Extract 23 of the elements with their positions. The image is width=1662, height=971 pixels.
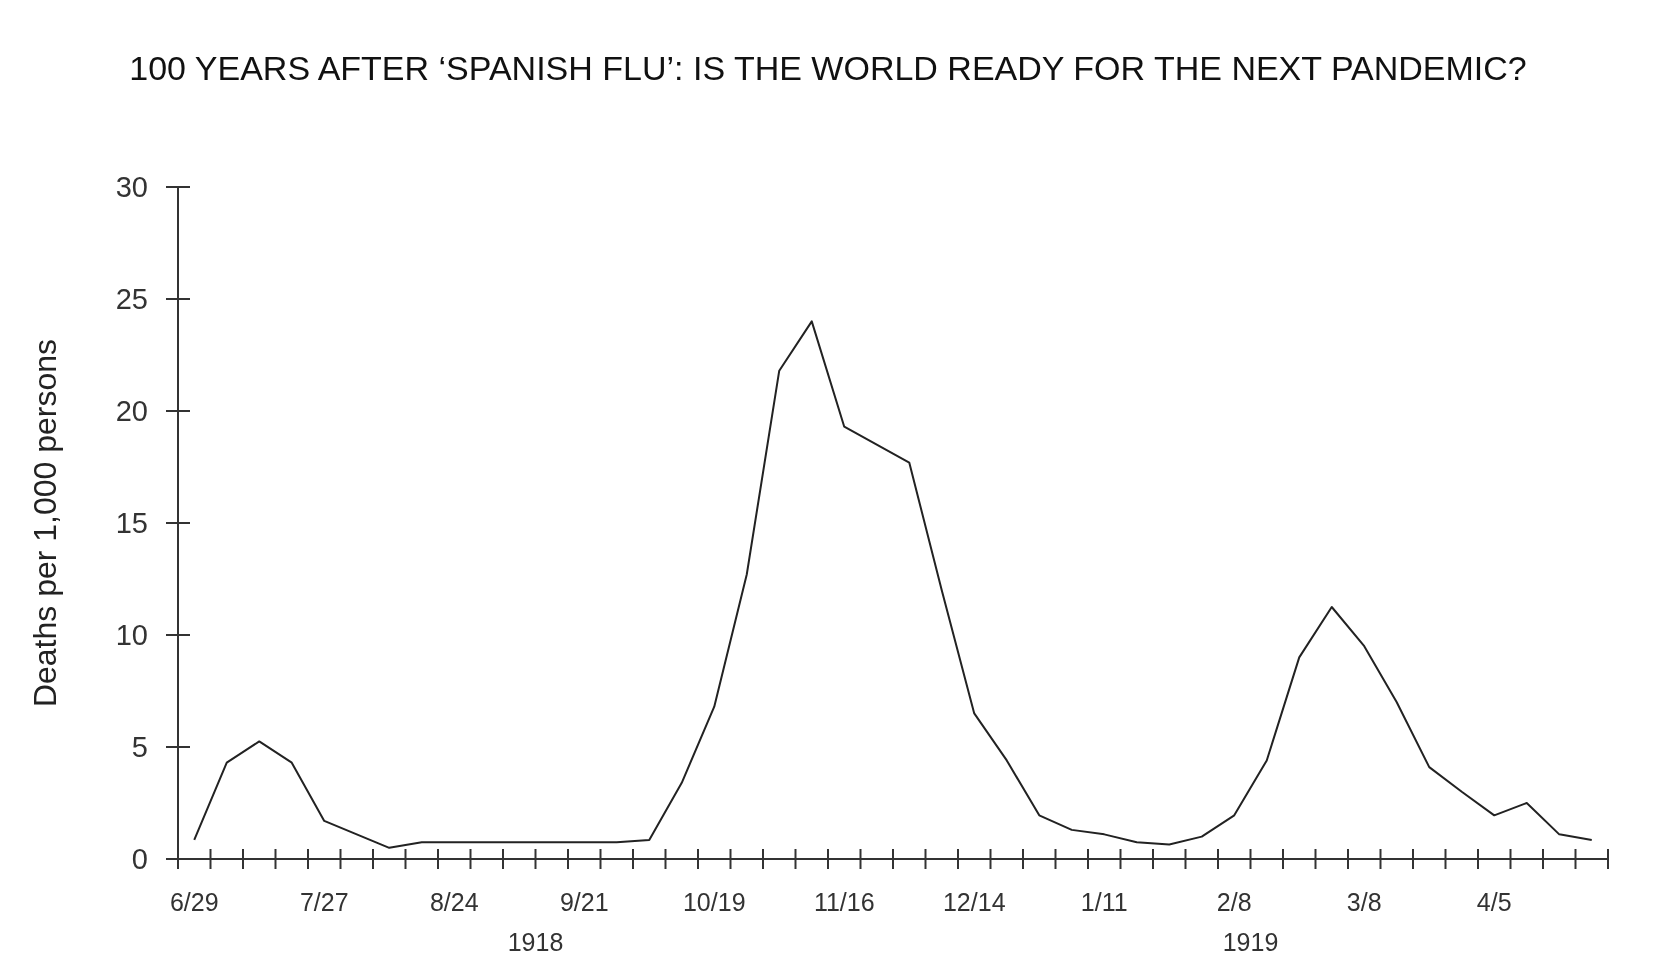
- line-series: [193, 320, 1593, 849]
- text: 1919: [1222, 928, 1279, 956]
- x-tick-label: 7/27: [299, 888, 349, 916]
- y-tick-label: 0: [131, 843, 148, 875]
- y-tick-label: 20: [115, 395, 148, 427]
- x-tick-label: 11/16: [813, 888, 875, 916]
- x-tick-label: 3/8: [1346, 888, 1382, 916]
- x-tick-label: 6/29: [169, 888, 219, 916]
- y-tick-label: 10: [115, 619, 148, 651]
- x-tick-label: 4/5: [1476, 888, 1512, 916]
- x-tick-label: 1/11: [1080, 888, 1128, 916]
- y-tick-label: 5: [131, 731, 148, 763]
- x-tick-label: 8/24: [429, 888, 479, 916]
- y-tick-label: 15: [115, 507, 148, 539]
- text: 1918: [507, 928, 564, 956]
- x-tick-label: 2/8: [1216, 888, 1252, 916]
- x-tick-label: 9/21: [559, 888, 609, 916]
- x-tick-label: 10/19: [682, 888, 746, 916]
- y-axis-title: Deaths per 1,000 persons: [27, 338, 63, 708]
- y-tick-label: 25: [115, 283, 148, 315]
- y-tick-label: 30: [115, 171, 148, 203]
- x-tick-label: 12/14: [942, 888, 1006, 916]
- chart-title: 100 YEARS AFTER ‘SPANISH FLU’: IS THE WORLD READY FOR THE NEXT PANDEMIC?: [129, 49, 1527, 87]
